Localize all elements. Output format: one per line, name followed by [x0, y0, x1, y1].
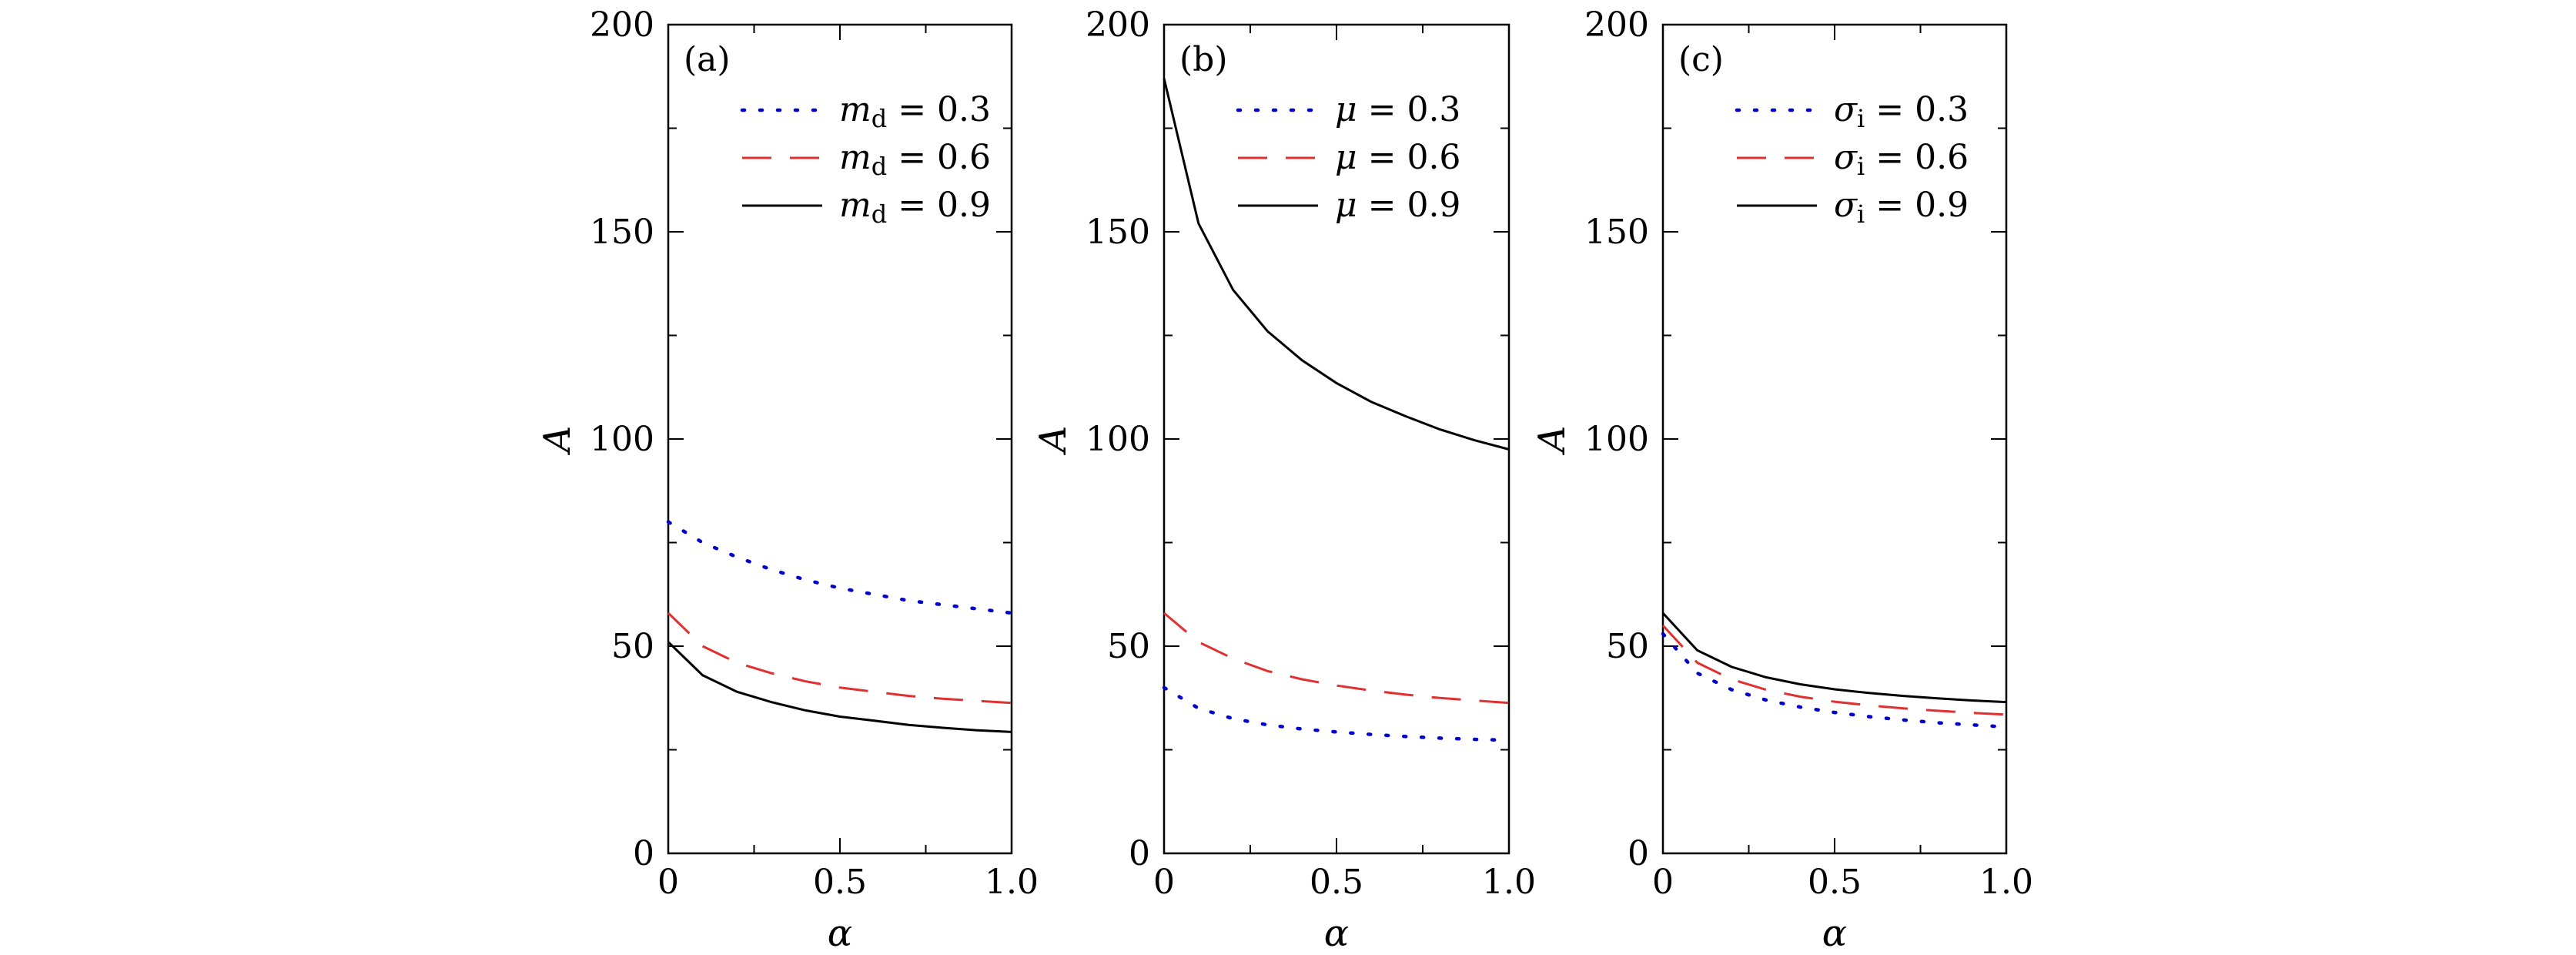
- series-line-dashed: [1661, 625, 2007, 716]
- series-line-dashed: [667, 612, 1012, 705]
- legend-entry: σi = 0.9: [1834, 186, 1969, 229]
- legend-subscript: i: [1857, 104, 1865, 133]
- x-tick-label: 0: [1652, 863, 1674, 902]
- y-tick-label: 50: [1107, 627, 1150, 666]
- y-tick-label: 100: [1584, 420, 1649, 459]
- legend-subscript: d: [871, 152, 887, 181]
- x-tick-label: 1.0: [1482, 863, 1536, 902]
- y-tick-label: 200: [590, 5, 654, 45]
- y-tick-label: 150: [1584, 213, 1649, 252]
- y-tick-label: 0: [1628, 834, 1649, 873]
- x-tick-label: 1.0: [1979, 863, 2033, 902]
- panel-label: (c): [1678, 40, 1724, 79]
- series-line-dotted: [1661, 632, 2009, 729]
- legend-value: = 0.6: [887, 138, 991, 177]
- y-tick-label: 50: [1606, 627, 1649, 666]
- legend-symbol: μ: [1335, 90, 1357, 129]
- legend-value: = 0.3: [1865, 90, 1969, 129]
- y-tick-label: 200: [1584, 5, 1649, 45]
- legend-value: = 0.6: [1357, 138, 1461, 177]
- series-line-solid: [667, 641, 1012, 733]
- x-tick-label: 0: [1153, 863, 1175, 902]
- legend-symbol: m: [839, 90, 871, 129]
- series-line-dashed: [1163, 612, 1510, 705]
- x-tick-label: 1.0: [985, 863, 1039, 902]
- legend-entry: σi = 0.3: [1834, 90, 1969, 133]
- x-tick-label: 0.5: [1808, 863, 1862, 902]
- legend-value: = 0.9: [1865, 186, 1969, 225]
- x-tick-label: 0.5: [1310, 863, 1363, 902]
- legend-symbol: μ: [1335, 186, 1357, 225]
- y-axis-title: A: [1531, 426, 1574, 456]
- legend-subscript: d: [871, 104, 887, 133]
- y-tick-label: 200: [1086, 5, 1150, 45]
- y-tick-label: 100: [590, 420, 654, 459]
- legend-symbol: σ: [1834, 138, 1858, 177]
- legend-subscript: i: [1857, 199, 1865, 229]
- series-line-dotted: [1162, 685, 1511, 742]
- x-axis-title: α: [828, 912, 852, 955]
- legend-entry: μ = 0.3: [1335, 90, 1460, 129]
- y-axis-title: A: [536, 426, 579, 456]
- legend-symbol: σ: [1834, 186, 1858, 225]
- legend-entry: μ = 0.6: [1335, 138, 1460, 177]
- legend-value: = 0.9: [1357, 186, 1461, 225]
- y-tick-label: 150: [590, 213, 654, 252]
- series-line-solid: [1163, 78, 1510, 451]
- y-tick-label: 100: [1086, 420, 1150, 459]
- legend-value: = 0.3: [887, 90, 991, 129]
- legend-value: = 0.6: [1865, 138, 1969, 177]
- legend-symbol: σ: [1834, 90, 1858, 129]
- legend-value: = 0.9: [887, 186, 991, 225]
- legend-value: = 0.3: [1357, 90, 1461, 129]
- y-axis-title: A: [1032, 426, 1075, 456]
- legend-subscript: d: [871, 199, 887, 229]
- legend-entry: md = 0.3: [839, 90, 991, 133]
- y-tick-label: 150: [1086, 213, 1150, 252]
- x-axis-title: α: [1822, 912, 1847, 955]
- series-line-dotted: [666, 520, 1014, 615]
- x-axis-title: α: [1324, 912, 1349, 955]
- series-line-solid: [1661, 612, 2007, 704]
- legend-entry: μ = 0.9: [1335, 186, 1460, 225]
- legend-symbol: m: [839, 138, 871, 177]
- legend-entry: md = 0.9: [839, 186, 991, 229]
- panel-label: (b): [1179, 40, 1228, 79]
- legend-entry: md = 0.6: [839, 138, 991, 181]
- legend-entry: σi = 0.6: [1834, 138, 1969, 181]
- panel-label: (a): [684, 40, 731, 79]
- x-tick-label: 0.5: [813, 863, 867, 902]
- legend-symbol: μ: [1335, 138, 1357, 177]
- x-tick-label: 0: [657, 863, 679, 902]
- y-tick-label: 0: [633, 834, 654, 873]
- y-tick-label: 0: [1129, 834, 1150, 873]
- legend-subscript: i: [1857, 152, 1865, 181]
- y-tick-label: 50: [611, 627, 654, 666]
- legend-symbol: m: [839, 186, 871, 225]
